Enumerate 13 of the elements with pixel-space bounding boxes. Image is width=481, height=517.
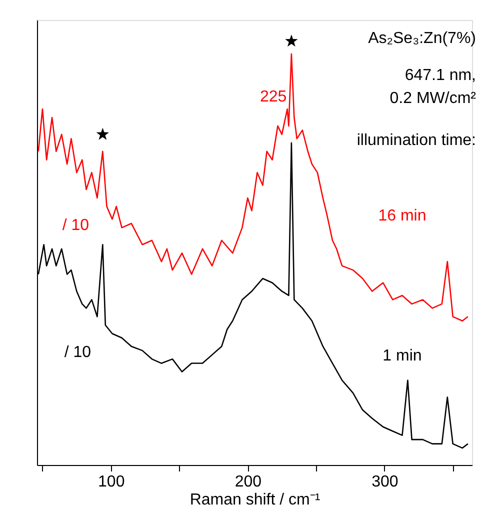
annotation: / 10	[62, 217, 90, 234]
x-axis-title: Raman shift / cm⁻¹	[190, 492, 320, 508]
annotation: 647.1 nm,	[404, 67, 476, 84]
x-tick-label: 200	[234, 474, 262, 490]
annotation: illumination time:	[356, 132, 476, 149]
annotation: As₂Se₃:Zn(7%)	[368, 30, 476, 47]
annotation: / 10	[64, 344, 92, 361]
x-tick-label: 100	[98, 474, 125, 490]
annotation: 0.2 MW/cm²	[390, 90, 477, 107]
series-label: 1 min	[382, 347, 422, 364]
text: 16 min	[378, 207, 426, 224]
annotation: 225	[260, 88, 287, 106]
x-tick-label: 300	[372, 474, 398, 490]
